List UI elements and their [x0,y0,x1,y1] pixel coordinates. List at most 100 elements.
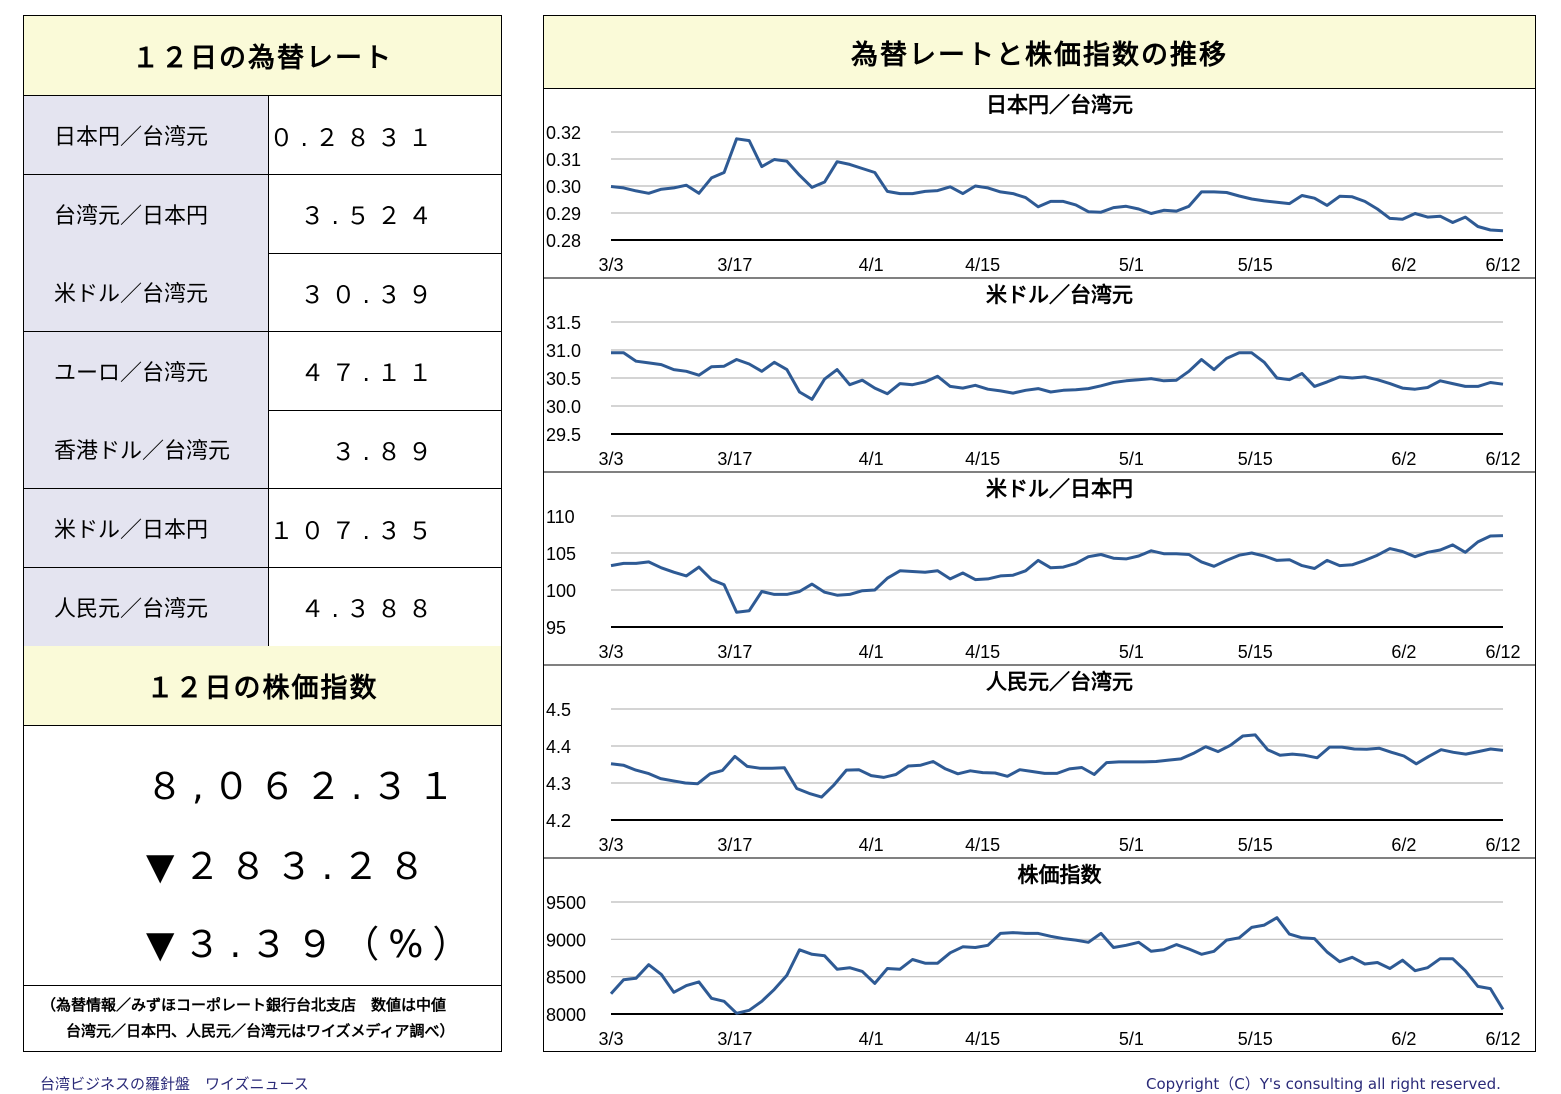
chart-panel: 日本円／台湾元 0.32 0.31 0.30 0.29 0.28 3/3 3/17 4/1 4/1… [546,93,1521,275]
x-tick-label: 3/17 [717,449,752,469]
y-tick-label: 31.0 [546,341,581,361]
x-tick-label: 4/1 [859,255,884,275]
rate-label: 日本円／台湾元 [24,96,269,174]
source-note: （為替情報／みずほコーポレート銀行台北支店 数値は中値 台湾元／日本円、人民元／… [23,986,502,1052]
y-tick-label: 8500 [546,968,586,988]
index-panel: ８,０６２.３１ ▼２８３.２８ ▼３.３９（%） [23,726,502,986]
rate-value: ３.５２４ [300,202,439,231]
y-tick-label: 0.29 [546,204,581,224]
y-tick-label: 0.28 [546,231,581,251]
x-tick-label: 5/1 [1119,449,1144,469]
x-tick-label: 3/3 [598,835,623,855]
index-change-percent: ▼３.３９（%） [146,923,479,966]
x-tick-label: 5/15 [1238,255,1273,275]
index-change: ▼２８３.２８ [146,845,435,888]
x-tick-label: 4/15 [965,449,1000,469]
x-tick-label: 6/12 [1485,449,1520,469]
x-tick-label: 6/12 [1485,835,1520,855]
footer-copyright: Copyright（C）Y's consulting all right res… [1146,1075,1501,1093]
rates-title: １２日の為替レート [23,15,502,96]
chart-title: 日本円／台湾元 [986,93,1133,117]
source-note-line2: 台湾元／日本円、人民元／台湾元はワイズメディア調べ） [66,1022,455,1040]
x-tick-label: 3/17 [717,642,752,662]
chart-title: 米ドル／台湾元 [986,283,1133,307]
charts-area: 日本円／台湾元 0.32 0.31 0.30 0.29 0.28 3/3 3/17 4/1 4/1… [543,93,1536,1049]
index-value: ８,０６２.３１ [146,765,464,808]
rate-value: ４.３８８ [300,595,439,624]
y-tick-label: 0.30 [546,177,581,197]
x-tick-label: 4/15 [965,255,1000,275]
x-tick-label: 4/15 [965,1029,1000,1049]
x-tick-label: 4/1 [859,449,884,469]
x-tick-label: 5/15 [1238,835,1273,855]
y-tick-label: 110 [546,507,575,527]
source-note-line1: （為替情報／みずほコーポレート銀行台北支店 数値は中値 [41,996,447,1014]
y-tick-label: 9500 [546,893,586,913]
y-tick-label: 95 [546,618,566,638]
x-tick-label: 4/15 [965,642,1000,662]
x-tick-label: 3/3 [598,449,623,469]
rate-label: 米ドル／台湾元 [24,253,269,332]
rate-label: 台湾元／日本円 [24,174,269,253]
rate-row: 人民元／台湾元 ４.３８８ [23,567,502,647]
x-tick-label: 5/15 [1238,642,1273,662]
x-tick-label: 6/12 [1485,255,1520,275]
y-tick-label: 4.3 [546,774,571,794]
chart-title: 米ドル／日本円 [986,477,1133,501]
rate-row: 香港ドル／台湾元 ３.８９ [23,410,502,490]
x-tick-label: 4/1 [859,1029,884,1049]
series-line [610,137,1504,233]
y-tick-label: 100 [546,581,576,601]
rate-row: 米ドル／台湾元 ３０.３９ [23,253,502,333]
rate-value: ４７.１１ [300,359,439,388]
series-line [609,916,1505,1015]
chart-panel: 人民元／台湾元 4.5 4.4 4.3 4.2 3/3 3/17 4/1 4/15 5/1 5/15… [543,664,1536,855]
footer-brand: 台湾ビジネスの羅針盤 ワイズニュース [40,1075,309,1093]
x-tick-label: 6/2 [1391,642,1416,662]
x-tick-label: 3/3 [598,642,623,662]
rate-value: ３０.３９ [300,280,439,309]
y-tick-label: 4.5 [546,700,571,720]
x-tick-label: 6/12 [1485,1029,1520,1049]
x-tick-label: 3/3 [598,255,623,275]
y-tick-label: 105 [546,544,576,564]
rate-value: １０７.３５ [269,516,439,545]
rate-row: 日本円／台湾元 ０.２８３１ [23,96,502,175]
rate-value: ０.２８３１ [269,123,439,152]
x-tick-label: 3/17 [717,255,752,275]
rate-row: 米ドル／日本円 １０７.３５ [23,489,502,568]
y-tick-label: 0.32 [546,123,581,143]
series-line [611,351,1504,401]
y-tick-label: 29.5 [546,425,581,445]
rate-label: 人民元／台湾元 [24,567,269,646]
chart-title: 人民元／台湾元 [986,670,1133,694]
x-tick-label: 3/3 [598,1029,623,1049]
x-tick-label: 4/1 [859,835,884,855]
rate-value: ３.８９ [331,437,439,466]
y-tick-label: 4.2 [546,811,571,831]
x-tick-label: 4/15 [965,835,1000,855]
x-tick-label: 5/1 [1119,642,1144,662]
rate-row: ユーロ／台湾元 ４７.１１ [23,331,502,411]
series-line [610,534,1504,614]
x-tick-label: 6/2 [1391,255,1416,275]
chart-panel: 米ドル／台湾元 31.5 31.0 30.5 30.0 29.5 3/3 3/17 4/1 4/1… [543,277,1536,469]
x-tick-label: 3/17 [717,1029,752,1049]
y-tick-label: 0.31 [546,150,581,170]
x-tick-label: 5/1 [1119,255,1144,275]
rate-label: 米ドル／日本円 [24,489,269,567]
y-tick-label: 4.4 [546,737,571,757]
chart-panel: 株価指数 9500 9000 8500 8000 3/3 3/17 4/1 4/15 5/1 5/1… [543,857,1536,1049]
y-tick-label: 30.0 [546,397,581,417]
rate-label: ユーロ／台湾元 [24,331,269,410]
y-tick-label: 31.5 [546,313,581,333]
x-tick-label: 3/17 [717,835,752,855]
x-tick-label: 5/1 [1119,1029,1144,1049]
rate-row: 台湾元／日本円 ３.５２４ [23,174,502,254]
charts-title: 為替レートと株価指数の推移 [543,15,1536,89]
x-tick-label: 6/2 [1391,835,1416,855]
rate-label: 香港ドル／台湾元 [24,410,269,489]
chart-panel: 米ドル／日本円 110 105 100 95 3/3 3/17 4/1 4/15 5/1 5/15 6… [543,471,1536,662]
y-tick-label: 9000 [546,930,586,950]
index-title: １２日の株価指数 [23,646,502,726]
